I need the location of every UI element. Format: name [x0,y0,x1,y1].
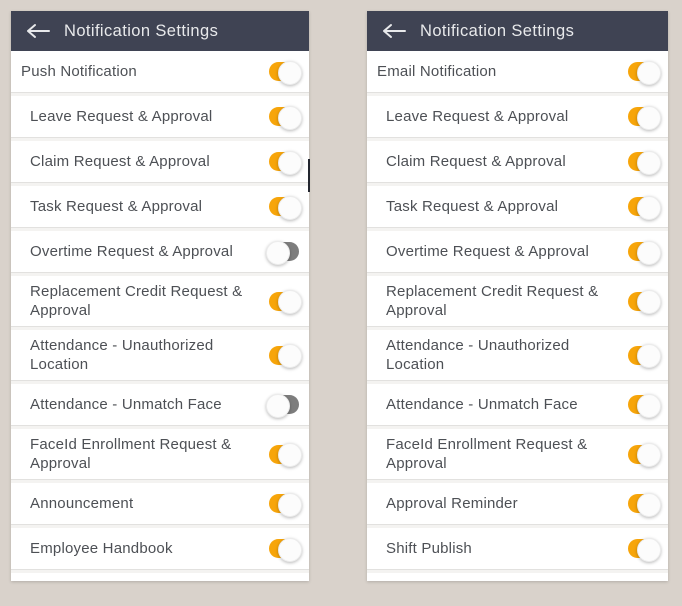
text-cursor-artifact [308,159,310,192]
setting-label: Approval Reminder [386,495,518,512]
setting-label: Replacement Credit Request & Approval [386,283,599,319]
setting-row: Attendance - Unauthorized Location [11,330,309,381]
toggle-switch[interactable] [628,290,661,314]
setting-row: FaceId Enrollment Request & Approval [367,429,668,480]
setting-row: Leave Request & Approval [11,96,309,138]
toggle-switch[interactable] [269,537,302,562]
setting-label: Announcement [30,495,134,512]
page-title: Notification Settings [64,21,219,40]
setting-row: Employee Handbook [11,528,309,570]
toggle-switch[interactable] [266,240,299,265]
setting-row: Task Request & Approval [11,186,309,228]
toggle-switch[interactable] [628,492,661,517]
toggle-switch[interactable] [269,290,302,314]
toggle-switch[interactable] [628,195,661,220]
toggle-switch[interactable] [628,240,661,265]
toggle-switch[interactable] [266,393,299,418]
toggle-switch[interactable] [628,344,661,368]
toggle-switch[interactable] [628,443,661,467]
push-notification-settings-screen: Notification Settings Push Notification … [11,11,310,581]
toggle-switch[interactable] [628,60,661,85]
setting-row: Replacement Credit Request & Approval [367,276,668,327]
toggle-switch[interactable] [269,344,302,368]
setting-label: Task Request & Approval [386,198,559,215]
setting-row: Claim Request & Approval [367,141,668,183]
setting-label: Overtime Request & Approval [386,243,589,260]
setting-row: Announcement [11,483,309,525]
setting-row: FaceId Enrollment Request & Approval [11,429,309,480]
toggle-switch[interactable] [628,393,661,418]
app-bar: Notification Settings [367,11,668,51]
toggle-switch[interactable] [269,150,302,175]
setting-label: Replacement Credit Request & Approval [30,283,243,319]
toggle-switch[interactable] [269,60,302,85]
setting-row: Attendance - Unauthorized Location [367,330,668,381]
partial-next-row [367,573,668,581]
setting-label: Attendance - Unauthorized Location [386,337,570,373]
setting-row: Email Notification [367,51,668,93]
setting-label: Task Request & Approval [30,198,203,215]
toggle-switch[interactable] [269,492,302,517]
setting-label: Overtime Request & Approval [30,243,233,260]
setting-label: Claim Request & Approval [386,153,566,170]
setting-row: Push Notification [11,51,309,93]
setting-row: Attendance - Unmatch Face [11,384,309,426]
setting-label: Push Notification [21,63,137,80]
setting-label: Claim Request & Approval [30,153,210,170]
setting-label: Attendance - Unmatch Face [386,396,578,413]
setting-label: Leave Request & Approval [30,108,213,125]
setting-label: Employee Handbook [30,540,173,557]
setting-row: Replacement Credit Request & Approval [11,276,309,327]
setting-label: FaceId Enrollment Request & Approval [386,436,588,472]
email-notification-settings-screen: Notification Settings Email Notification… [367,11,668,581]
toggle-switch[interactable] [269,195,302,220]
setting-row: Overtime Request & Approval [11,231,309,273]
toggle-switch[interactable] [628,150,661,175]
back-arrow-icon[interactable] [381,23,407,39]
toggle-switch[interactable] [628,537,661,562]
app-bar: Notification Settings [11,11,309,51]
setting-label: Attendance - Unmatch Face [30,396,222,413]
setting-row: Approval Reminder [367,483,668,525]
setting-label: Shift Publish [386,540,472,557]
toggle-switch[interactable] [269,105,302,130]
setting-row: Overtime Request & Approval [367,231,668,273]
setting-label: Email Notification [377,63,497,80]
setting-row: Claim Request & Approval [11,141,309,183]
setting-row: Leave Request & Approval [367,96,668,138]
page-title: Notification Settings [420,21,575,40]
toggle-switch[interactable] [628,105,661,130]
setting-label: Leave Request & Approval [386,108,569,125]
setting-label: Attendance - Unauthorized Location [30,337,214,373]
toggle-switch[interactable] [269,443,302,467]
setting-row: Attendance - Unmatch Face [367,384,668,426]
setting-row: Shift Publish [367,528,668,570]
setting-row: Task Request & Approval [367,186,668,228]
partial-next-row [11,573,309,581]
setting-label: FaceId Enrollment Request & Approval [30,436,232,472]
back-arrow-icon[interactable] [25,23,51,39]
